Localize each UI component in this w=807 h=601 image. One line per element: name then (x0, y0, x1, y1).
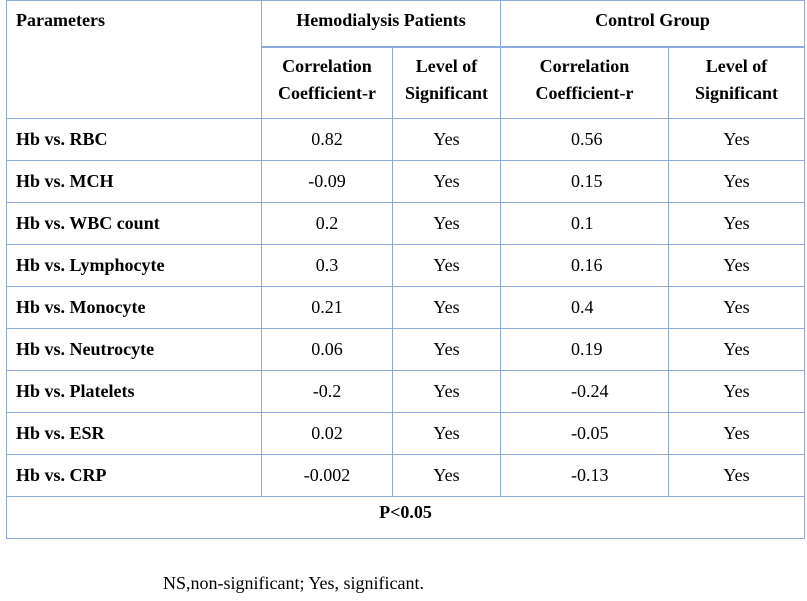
hd-significance-cell: Yes (392, 286, 501, 329)
table-row: Hb vs. ESR 0.02 Yes -0.05 Yes (6, 412, 806, 455)
table-body: Hb vs. RBC 0.82 Yes 0.56 Yes Hb vs. MCH -0.09 Y… (6, 118, 806, 497)
ctrl-correlation-cell: 0.1 (500, 202, 669, 245)
header-row-1: Parameters Hemodialysis Patients Control… (6, 0, 806, 119)
hd-correlation-cell: 0.3 (261, 244, 393, 287)
ctrl-correlation-cell: 0.19 (500, 328, 669, 371)
ctrl-significance-cell: Yes (667, 202, 806, 245)
ctrl-correlation-cell: 0.16 (500, 244, 669, 287)
hd-correlation-cell: -0.09 (261, 160, 393, 203)
table-row: Hb vs. Lymphocyte 0.3 Yes 0.16 Yes (6, 244, 806, 287)
hd-correlation-cell: 0.21 (261, 286, 393, 329)
table-row: Hb vs. Monocyte 0.21 Yes 0.4 Yes (6, 286, 806, 329)
parameter-cell: Hb vs. ESR (6, 412, 262, 455)
hd-significance-cell: Yes (392, 244, 501, 287)
parameter-cell: Hb vs. Monocyte (6, 286, 262, 329)
ctrl-correlation-cell: 0.56 (500, 118, 669, 161)
parameter-cell: Hb vs. Neutrocyte (6, 328, 262, 371)
hd-correlation-cell: 0.2 (261, 202, 393, 245)
ctrl-significance-cell: Yes (667, 370, 806, 413)
correlation-table: Parameters Hemodialysis Patients Control… (5, 0, 806, 539)
ctrl-significance-header: Level of Significant (667, 46, 806, 119)
hd-significance-header: Level of Significant (392, 46, 501, 119)
parameter-cell: Hb vs. WBC count (6, 202, 262, 245)
table-row: Hb vs. Platelets -0.2 Yes -0.24 Yes (6, 370, 806, 413)
ctrl-correlation-cell: 0.4 (500, 286, 669, 329)
hd-correlation-cell: -0.002 (261, 454, 393, 497)
ctrl-significance-cell: Yes (667, 160, 806, 203)
hd-significance-cell: Yes (392, 118, 501, 161)
parameters-header: Parameters (6, 0, 262, 119)
table-row: Hb vs. WBC count 0.2 Yes 0.1 Yes (6, 202, 806, 245)
ctrl-correlation-header: Correlation Coefficient-r (500, 46, 669, 119)
parameter-cell: Hb vs. CRP (6, 454, 262, 497)
hd-correlation-cell: -0.2 (261, 370, 393, 413)
ctrl-correlation-cell: -0.05 (500, 412, 669, 455)
footer-row: P<0.05 (5, 496, 806, 539)
parameter-cell: Hb vs. RBC (6, 118, 262, 161)
parameter-cell: Hb vs. Lymphocyte (6, 244, 262, 287)
ctrl-correlation-cell: -0.13 (500, 454, 669, 497)
ctrl-correlation-cell: 0.15 (500, 160, 669, 203)
parameter-cell: Hb vs. Platelets (6, 370, 262, 413)
ctrl-significance-cell: Yes (667, 328, 806, 371)
table-row: Hb vs. RBC 0.82 Yes 0.56 Yes (6, 118, 806, 161)
hd-correlation-cell: 0.82 (261, 118, 393, 161)
hd-significance-cell: Yes (392, 160, 501, 203)
table-note: NS,non-significant; Yes, significant. (163, 573, 424, 593)
hd-correlation-header: Correlation Coefficient-r (261, 46, 393, 119)
ctrl-significance-cell: Yes (667, 286, 806, 329)
ctrl-significance-cell: Yes (667, 118, 806, 161)
hd-significance-cell: Yes (392, 454, 501, 497)
hd-significance-cell: Yes (392, 202, 501, 245)
header-row-2: Correlation Coefficient-r Level of Signifi… (7, 46, 806, 119)
control-group-header: Control Group (499, 0, 806, 48)
p-value-footer: P<0.05 (5, 496, 806, 539)
hd-significance-cell: Yes (392, 412, 501, 455)
hd-significance-cell: Yes (392, 370, 501, 413)
table-row: Hb vs. CRP -0.002 Yes -0.13 Yes (6, 454, 806, 497)
ctrl-significance-cell: Yes (667, 244, 806, 287)
table-row: Hb vs. MCH -0.09 Yes 0.15 Yes (6, 160, 806, 203)
ctrl-significance-cell: Yes (667, 454, 806, 497)
ctrl-correlation-cell: -0.24 (500, 370, 669, 413)
parameter-cell: Hb vs. MCH (6, 160, 262, 203)
hd-correlation-cell: 0.02 (261, 412, 393, 455)
table-row: Hb vs. Neutrocyte 0.06 Yes 0.19 Yes (6, 328, 806, 371)
hd-correlation-cell: 0.06 (261, 328, 393, 371)
hd-significance-cell: Yes (392, 328, 501, 371)
ctrl-significance-cell: Yes (667, 412, 806, 455)
hemodialysis-header: Hemodialysis Patients (261, 0, 501, 48)
